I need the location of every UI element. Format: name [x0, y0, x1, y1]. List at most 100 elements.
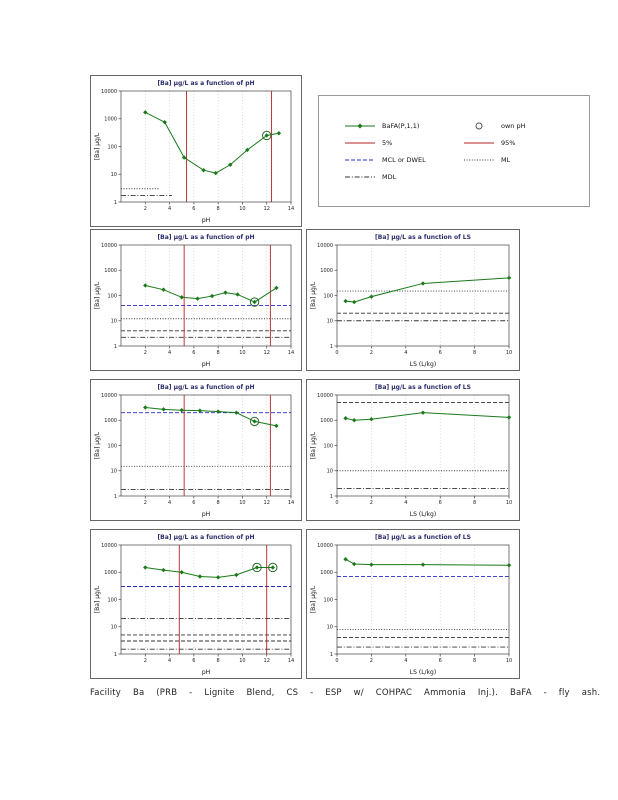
svg-text:4: 4 [404, 658, 407, 664]
svg-text:1000: 1000 [104, 418, 117, 424]
chart-ba-ph-3: 2 4 6 8 10 12 14 1 10 100 1000 10000 [Ba] µg/L as a … [90, 379, 302, 521]
svg-text:0: 0 [335, 500, 338, 506]
svg-text:10: 10 [239, 500, 245, 506]
legend-item: MCL or DWEL [343, 155, 446, 165]
svg-text:10: 10 [239, 350, 245, 356]
svg-text:2: 2 [370, 658, 373, 664]
svg-text:1: 1 [330, 652, 333, 658]
svg-text:1: 1 [114, 200, 117, 206]
chart-ba-ph-1-plot: 2 4 6 8 10 12 14 1 10 100 1000 10000 [Ba] µg/L as a … [94, 80, 294, 224]
svg-text:6: 6 [192, 500, 195, 506]
svg-text:6: 6 [192, 658, 195, 664]
svg-text:[Ba] µg/L as a function of pH: [Ba] µg/L as a function of pH [157, 80, 254, 87]
svg-text:0: 0 [335, 350, 338, 356]
legend-swatch-icon [345, 123, 375, 128]
svg-text:[Ba] µg/L as a function of pH: [Ba] µg/L as a function of pH [157, 534, 254, 541]
svg-text:pH: pH [202, 511, 210, 518]
svg-text:[Ba] µg/L: [Ba] µg/L [94, 132, 101, 160]
chart-ba-ls-3: 0 2 4 6 8 10 1 10 100 1000 10000 [Ba] µg/L as a fun… [306, 529, 520, 679]
svg-text:[Ba] µg/L as a function of LS: [Ba] µg/L as a function of LS [375, 384, 471, 391]
legend-item-label: BaFA(P,1,1) [382, 121, 420, 130]
svg-text:[Ba] µg/L as a function of LS: [Ba] µg/L as a function of LS [375, 234, 471, 241]
svg-text:8: 8 [217, 350, 220, 356]
svg-text:[Ba] µg/L as a function of pH: [Ba] µg/L as a function of pH [157, 234, 254, 241]
svg-text:6: 6 [192, 350, 195, 356]
svg-text:12: 12 [264, 500, 270, 506]
svg-text:10: 10 [506, 658, 512, 664]
chart-ba-ph-4-plot: 2 4 6 8 10 12 14 1 10 100 1000 10000 [Ba] µg/L as a … [94, 534, 294, 676]
svg-text:pH: pH [202, 669, 210, 676]
svg-text:100: 100 [107, 597, 117, 603]
svg-text:10000: 10000 [317, 393, 333, 399]
svg-text:4: 4 [404, 500, 407, 506]
svg-text:100: 100 [107, 144, 117, 150]
svg-text:12: 12 [264, 350, 270, 356]
chart-ba-ph-1: 2 4 6 8 10 12 14 1 10 100 1000 10000 [Ba] µg/L as a … [90, 75, 302, 227]
svg-text:pH: pH [202, 217, 210, 224]
svg-text:14: 14 [288, 500, 294, 506]
chart-ba-ls-1: 0 2 4 6 8 10 1 10 100 1000 10000 [Ba] µg/L as a fun… [306, 229, 520, 371]
svg-text:2: 2 [144, 350, 147, 356]
chart-ba-ls-2-plot: 0 2 4 6 8 10 1 10 100 1000 10000 [Ba] µg/L as a fun… [310, 384, 512, 518]
svg-text:1000: 1000 [320, 268, 333, 274]
svg-text:10: 10 [239, 658, 245, 664]
legend-item: 95% [462, 138, 565, 148]
svg-text:[Ba] µg/L: [Ba] µg/L [94, 281, 101, 309]
svg-text:14: 14 [288, 658, 294, 664]
legend-swatch-icon [475, 122, 483, 129]
svg-text:2: 2 [144, 206, 147, 212]
svg-text:10: 10 [111, 625, 117, 631]
svg-text:10000: 10000 [101, 243, 117, 249]
svg-text:10: 10 [239, 206, 245, 212]
svg-text:1000: 1000 [104, 268, 117, 274]
svg-text:1: 1 [114, 494, 117, 500]
legend-item: 5% [343, 138, 446, 148]
svg-text:[Ba] µg/L as a function of pH: [Ba] µg/L as a function of pH [157, 384, 254, 391]
svg-text:8: 8 [217, 658, 220, 664]
svg-text:[Ba] µg/L: [Ba] µg/L [310, 281, 317, 309]
svg-text:10: 10 [111, 469, 117, 475]
svg-text:10: 10 [327, 625, 333, 631]
chart-ba-ls-1-plot: 0 2 4 6 8 10 1 10 100 1000 10000 [Ba] µg/L as a fun… [310, 234, 512, 368]
legend-swatch-icon [464, 159, 494, 160]
figure-caption: Facility Ba (PRB - Lignite Blend, CS - E… [90, 688, 601, 698]
svg-text:1: 1 [330, 494, 333, 500]
chart-ba-ph-4: 2 4 6 8 10 12 14 1 10 100 1000 10000 [Ba] µg/L as a … [90, 529, 302, 679]
svg-text:8: 8 [473, 500, 476, 506]
svg-text:LS (L/kg): LS (L/kg) [410, 511, 436, 518]
legend: BaFA(P,1,1) own pH 5% 95% MCL or DWEL ML MDL [318, 95, 590, 207]
svg-text:10000: 10000 [101, 393, 117, 399]
chart-ba-ph-2: 2 4 6 8 10 12 14 1 10 100 1000 10000 [Ba] µg/L as a … [90, 229, 302, 371]
svg-text:1: 1 [114, 344, 117, 350]
svg-text:10000: 10000 [101, 543, 117, 549]
legend-swatch-icon [345, 159, 375, 160]
svg-text:1000: 1000 [320, 418, 333, 424]
legend-swatch-icon [345, 176, 375, 177]
svg-text:1: 1 [114, 652, 117, 658]
svg-text:4: 4 [404, 350, 407, 356]
svg-text:4: 4 [168, 658, 171, 664]
svg-text:1000: 1000 [104, 570, 117, 576]
svg-text:100: 100 [323, 293, 333, 299]
svg-text:8: 8 [473, 658, 476, 664]
chart-ba-ls-3-plot: 0 2 4 6 8 10 1 10 100 1000 10000 [Ba] µg/L as a fun… [310, 534, 512, 676]
svg-text:6: 6 [439, 350, 442, 356]
svg-text:10: 10 [327, 319, 333, 325]
legend-item: ML [462, 155, 565, 165]
svg-text:LS (L/kg): LS (L/kg) [410, 669, 436, 676]
svg-text:4: 4 [168, 350, 171, 356]
legend-item-label: ML [501, 155, 511, 164]
legend-swatch-icon [345, 142, 375, 143]
svg-text:2: 2 [144, 500, 147, 506]
legend-item: MDL [343, 172, 446, 182]
legend-item: BaFA(P,1,1) [343, 121, 446, 131]
svg-text:[Ba] µg/L as a function of LS: [Ba] µg/L as a function of LS [375, 534, 471, 541]
svg-text:1000: 1000 [104, 117, 117, 123]
chart-ba-ls-2: 0 2 4 6 8 10 1 10 100 1000 10000 [Ba] µg/L as a fun… [306, 379, 520, 521]
svg-text:0: 0 [335, 658, 338, 664]
svg-text:100: 100 [323, 443, 333, 449]
svg-text:4: 4 [168, 206, 171, 212]
svg-text:10: 10 [111, 319, 117, 325]
chart-ba-ph-3-plot: 2 4 6 8 10 12 14 1 10 100 1000 10000 [Ba] µg/L as a … [94, 384, 294, 518]
chart-ba-ph-2-plot: 2 4 6 8 10 12 14 1 10 100 1000 10000 [Ba] µg/L as a … [94, 234, 294, 368]
